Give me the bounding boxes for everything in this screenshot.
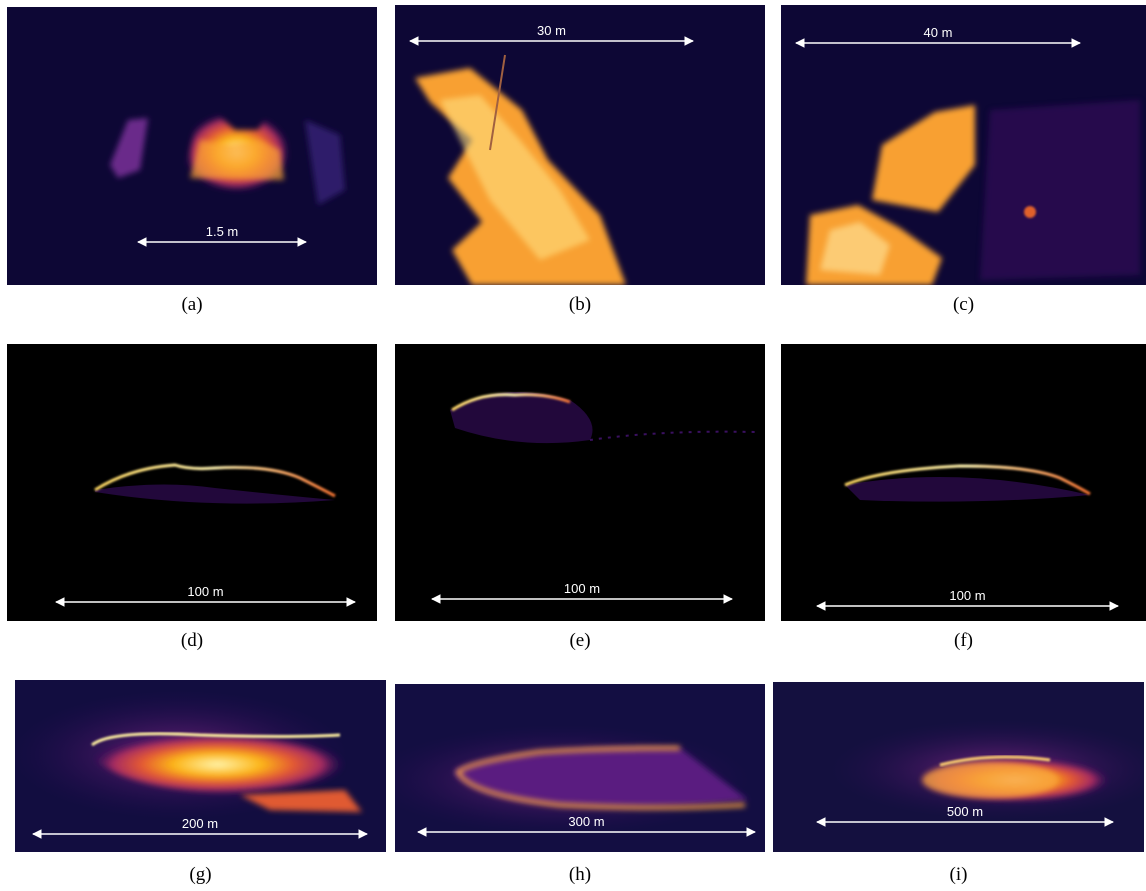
panel: 100 m (e) xyxy=(395,344,765,651)
panel: 100 m (d) xyxy=(7,344,377,651)
flame xyxy=(980,100,1140,280)
thermal-image xyxy=(7,344,377,621)
panel-caption: (h) xyxy=(569,864,591,885)
scale-label: 100 m xyxy=(187,584,223,599)
panel-caption: (b) xyxy=(569,294,591,315)
panel-caption: (g) xyxy=(189,864,211,885)
panel-caption: (e) xyxy=(569,630,590,651)
panel: 30 m (b) xyxy=(395,5,765,315)
page: 1.5 m(a)30 m(b)40 m(c)100 m(d)100 m(e)10… xyxy=(0,0,1146,891)
scale-label: 1.5 m xyxy=(206,224,239,239)
panel: 1.5 m (a) xyxy=(7,7,377,315)
flame-shapes xyxy=(370,725,750,835)
panel-caption: (d) xyxy=(181,630,203,651)
flame xyxy=(1024,206,1036,218)
flame xyxy=(922,762,1058,798)
panel: 300 m (h) xyxy=(370,684,765,885)
panel-caption: (a) xyxy=(181,294,202,315)
scale-label: 500 m xyxy=(947,804,983,819)
scale-label: 30 m xyxy=(537,23,566,38)
figure: 1.5 m(a)30 m(b)40 m(c)100 m(d)100 m(e)10… xyxy=(0,0,1146,891)
scale-label: 200 m xyxy=(182,816,218,831)
scale-label: 300 m xyxy=(568,814,604,829)
panel-caption: (f) xyxy=(954,630,973,651)
scale-label: 40 m xyxy=(924,25,953,40)
thermal-image xyxy=(395,344,765,621)
panel-caption: (i) xyxy=(950,864,968,885)
scale-label: 100 m xyxy=(949,588,985,603)
panel: 100 m (f) xyxy=(781,344,1146,651)
panel: 40 m (c) xyxy=(781,5,1146,315)
flame xyxy=(190,140,284,180)
panel: 200 m (g) xyxy=(10,680,386,885)
scale-label: 100 m xyxy=(564,581,600,596)
panel: 500 m (i) xyxy=(773,682,1146,885)
panel-caption: (c) xyxy=(953,294,974,315)
